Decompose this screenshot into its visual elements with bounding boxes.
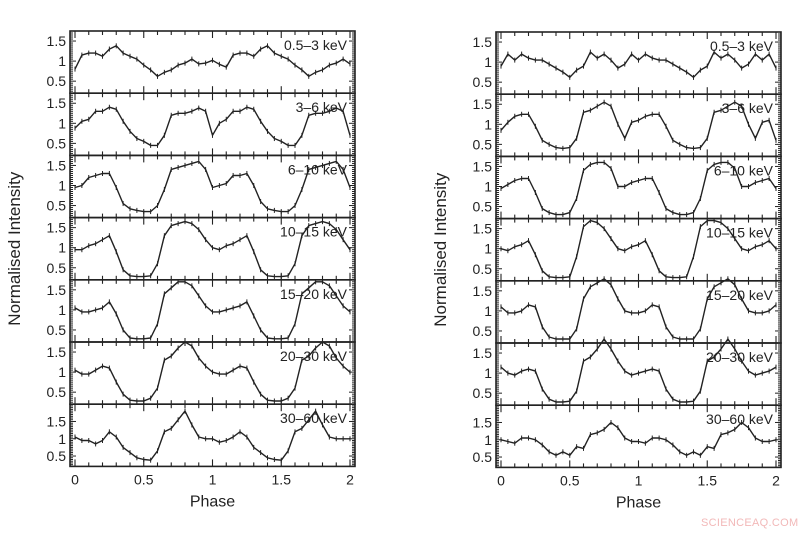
panel-30-60-keV: 0.51 1.5 30–60 keV <box>47 403 356 468</box>
y-tick-label: 1.5 <box>47 282 67 298</box>
panel-15-20-keV: 0.5 1 1.5 15–20 keV <box>473 276 782 344</box>
y-tick-label: 0.5 <box>47 135 67 151</box>
y-tick-label: 1 <box>484 432 492 448</box>
energy-band-label: 3–6 keV <box>722 100 774 116</box>
x-tick-label: 0.5 <box>560 472 580 488</box>
y-tick-label: 1 <box>58 240 66 256</box>
y-tick-label: 0.5 <box>47 322 67 338</box>
panel-3-6-keV: 0.5 1 1.5 3–6 keV <box>47 92 356 157</box>
y-tick-label: 1.5 <box>47 157 67 173</box>
y-tick-label: 1 <box>58 115 66 131</box>
y-tick-label: 0.5 <box>47 384 67 400</box>
y-tick-label: 1.5 <box>47 33 67 49</box>
energy-band-label: 20–30 keV <box>280 348 348 364</box>
watermark: SCIENCEAQ.COM <box>701 517 799 529</box>
y-tick-label: 0.5 <box>473 323 493 339</box>
panel-3-6-keV: 0.5 1 1.5 3–6 keV <box>473 93 782 158</box>
y-tick-label: 1 <box>484 178 492 194</box>
x-tick-label: 1.5 <box>272 471 292 487</box>
x-axis-label: Phase <box>190 493 235 510</box>
y-axis-label: Normalised Intensity <box>431 172 450 327</box>
y-tick-label: 0.5 <box>47 260 67 276</box>
y-axis-label: Normalised Intensity <box>5 171 24 326</box>
y-tick-label: 0.5 <box>473 385 493 401</box>
y-tick-label: 1.5 <box>473 34 493 50</box>
panel-30-60-keV: 0.51 1.5 30–60 keV <box>473 404 782 469</box>
y-tick-label: 0.5 <box>473 199 493 215</box>
y-tick-label: 1 <box>58 431 66 447</box>
energy-band-label: 30–60 keV <box>706 411 774 427</box>
y-tick-label: 1 <box>484 365 492 381</box>
y-tick-label: 1.5 <box>47 413 67 429</box>
x-tick-label: 1 <box>635 472 643 488</box>
panel-6-10-keV: 0.5 1 1.5 6–10 keV <box>47 154 356 219</box>
x-tick-label: 2 <box>346 471 354 487</box>
panel-10-15-keV: 0.5 1 1.5 10–15 keV <box>47 216 356 281</box>
y-tick-label: 1.5 <box>473 221 493 237</box>
y-tick-label: 1 <box>484 241 492 257</box>
y-tick-label: 0.5 <box>47 448 67 464</box>
y-tick-label: 0.5 <box>47 73 67 89</box>
y-tick-label: 1 <box>484 303 492 319</box>
y-tick-label: 1 <box>58 364 66 380</box>
panel-0-5-3-keV: 0.5 1 1.5 0.5–3 keV <box>473 31 782 96</box>
x-axis-label: Phase <box>616 494 661 511</box>
x-tick-label: 1 <box>209 471 217 487</box>
y-tick-label: 1.5 <box>47 220 67 236</box>
energy-band-label: 20–30 keV <box>706 349 774 365</box>
y-tick-label: 1 <box>58 177 66 193</box>
panel-20-30-keV: 0.5 1 1.5 20–30 keV <box>47 339 356 406</box>
y-tick-label: 1.5 <box>47 95 67 111</box>
y-tick-label: 1.5 <box>47 344 67 360</box>
y-tick-label: 0.5 <box>473 449 493 465</box>
y-tick-label: 1 <box>484 54 492 70</box>
panel-6-10-keV: 0.5 1 1.5 6–10 keV <box>473 155 782 220</box>
y-tick-label: 1 <box>484 116 492 132</box>
energy-band-label: 6–10 keV <box>288 161 348 177</box>
energy-band-label: 10–15 keV <box>280 224 348 240</box>
energy-band-label: 0.5–3 keV <box>710 38 774 54</box>
y-tick-label: 1.5 <box>473 345 493 361</box>
energy-band-label: 3–6 keV <box>296 99 348 115</box>
panel-10-15-keV: 0.5 1 1.5 10–15 keV <box>473 217 782 282</box>
y-tick-label: 1 <box>58 302 66 318</box>
y-tick-label: 0.5 <box>473 74 493 90</box>
panel-20-30-keV: 0.5 1 1.5 20–30 keV <box>473 336 782 407</box>
panel-0-5-3-keV: 0.5 1 1.5 0.5–3 keV <box>47 30 356 95</box>
x-tick-label: 0 <box>497 472 505 488</box>
energy-band-label: 15–20 keV <box>280 286 348 302</box>
energy-band-label: 0.5–3 keV <box>284 37 348 53</box>
x-tick-label: 1.5 <box>698 472 718 488</box>
energy-band-label: 10–15 keV <box>706 225 774 241</box>
energy-band-label: 15–20 keV <box>706 287 774 303</box>
y-tick-label: 1.5 <box>473 158 493 174</box>
profile-line <box>500 51 777 79</box>
energy-band-label: 6–10 keV <box>714 162 774 178</box>
y-tick-label: 0.5 <box>473 136 493 152</box>
panel-15-20-keV: 0.5 1 1.5 15–20 keV <box>47 278 356 343</box>
y-tick-label: 1 <box>58 53 66 69</box>
x-tick-label: 2 <box>772 472 780 488</box>
y-tick-label: 1.5 <box>473 96 493 112</box>
x-tick-label: 0 <box>71 471 79 487</box>
y-tick-label: 0.5 <box>473 261 493 277</box>
y-tick-label: 1.5 <box>473 414 493 430</box>
x-tick-label: 0.5 <box>134 471 154 487</box>
y-tick-label: 0.5 <box>47 198 67 214</box>
y-tick-label: 1.5 <box>473 283 493 299</box>
energy-band-label: 30–60 keV <box>280 410 348 426</box>
